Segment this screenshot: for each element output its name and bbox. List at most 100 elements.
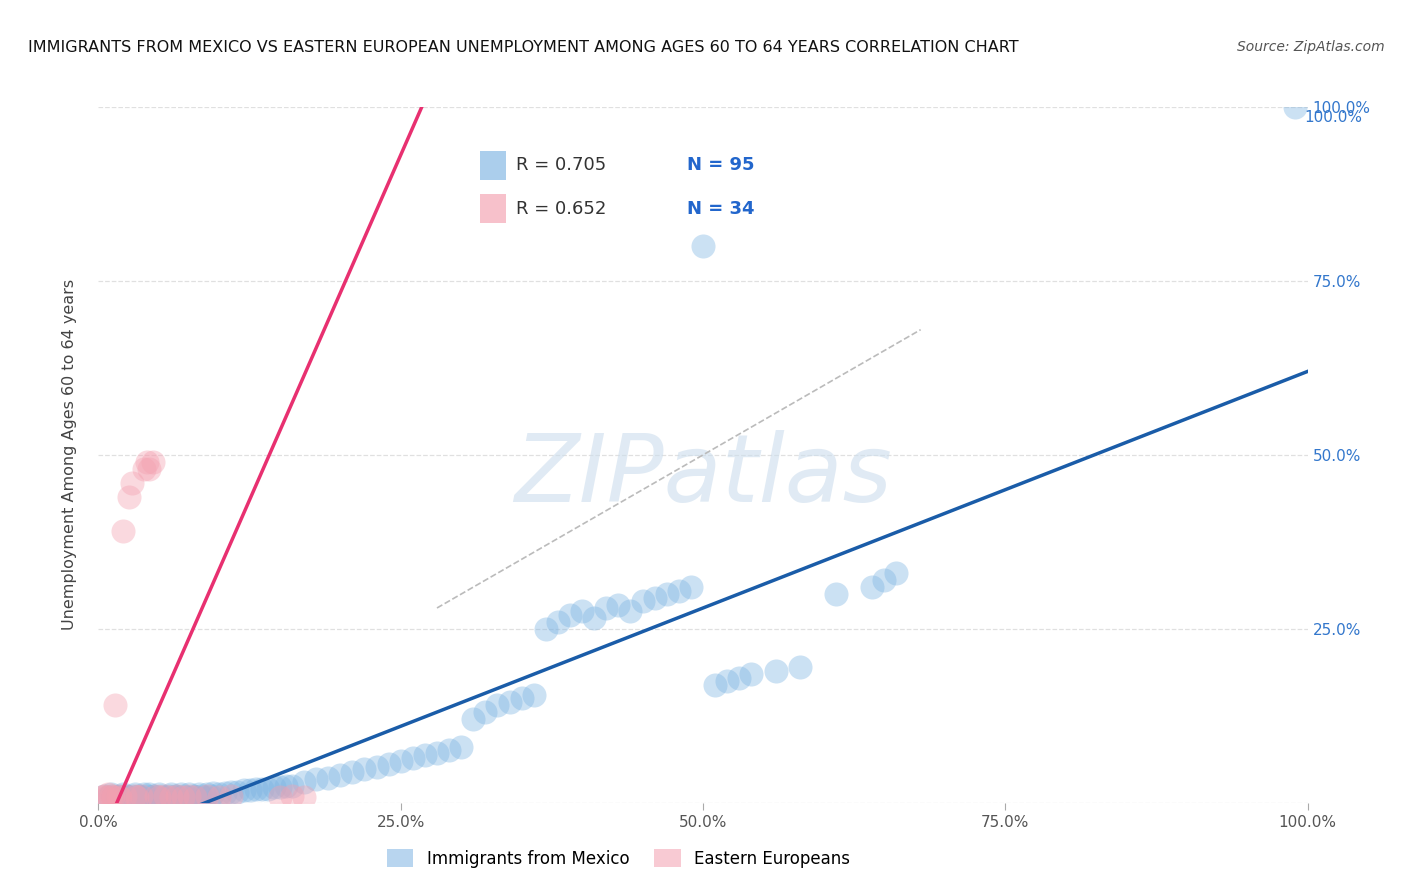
Point bbox=[101, 790, 124, 805]
Point bbox=[179, 789, 201, 803]
Point bbox=[134, 788, 156, 802]
Text: Source: ZipAtlas.com: Source: ZipAtlas.com bbox=[1237, 40, 1385, 54]
Point bbox=[413, 748, 436, 763]
Point bbox=[114, 789, 136, 803]
Point bbox=[184, 790, 207, 805]
Point bbox=[668, 583, 690, 598]
Point bbox=[1284, 100, 1306, 114]
Point bbox=[124, 788, 146, 802]
Point bbox=[96, 790, 118, 805]
Point bbox=[316, 771, 339, 785]
Point bbox=[595, 601, 617, 615]
Point bbox=[558, 607, 581, 622]
Point bbox=[181, 789, 204, 803]
Point bbox=[172, 790, 194, 805]
Point bbox=[184, 790, 207, 805]
Point bbox=[153, 789, 176, 803]
Point bbox=[269, 790, 291, 805]
Point bbox=[138, 462, 160, 476]
Point bbox=[305, 772, 328, 786]
Point bbox=[138, 788, 160, 802]
Y-axis label: Unemployment Among Ages 60 to 64 years: Unemployment Among Ages 60 to 64 years bbox=[62, 279, 77, 631]
Point bbox=[145, 790, 167, 805]
Point bbox=[716, 674, 738, 689]
Point bbox=[195, 789, 218, 803]
Point bbox=[221, 789, 243, 803]
Point bbox=[176, 790, 198, 805]
Point bbox=[97, 790, 120, 805]
Point bbox=[619, 605, 641, 619]
Point bbox=[195, 788, 218, 802]
Point bbox=[221, 785, 243, 799]
Point bbox=[153, 790, 176, 805]
Point bbox=[194, 790, 217, 805]
Point bbox=[179, 788, 201, 802]
Point bbox=[245, 781, 267, 796]
Point bbox=[121, 789, 143, 803]
Point bbox=[148, 788, 170, 802]
Point bbox=[108, 789, 131, 803]
Point bbox=[200, 789, 222, 803]
Point bbox=[366, 759, 388, 773]
Point bbox=[377, 756, 399, 771]
Point bbox=[342, 765, 364, 780]
Point bbox=[463, 712, 485, 726]
Point bbox=[108, 790, 131, 805]
Point bbox=[134, 462, 156, 476]
Point bbox=[523, 688, 546, 702]
Point bbox=[281, 789, 304, 803]
Point bbox=[426, 746, 449, 760]
Point bbox=[607, 598, 630, 612]
Point bbox=[163, 789, 186, 803]
Point bbox=[232, 783, 254, 797]
Point bbox=[269, 780, 291, 795]
Point bbox=[190, 789, 212, 803]
Point bbox=[437, 743, 460, 757]
Point bbox=[160, 788, 183, 802]
Point bbox=[172, 789, 194, 803]
Point bbox=[214, 786, 236, 800]
Point bbox=[160, 790, 183, 805]
Point bbox=[148, 790, 170, 805]
Point bbox=[202, 786, 225, 800]
Point bbox=[450, 740, 472, 755]
Point bbox=[187, 788, 209, 802]
Point bbox=[728, 671, 751, 685]
Point bbox=[166, 790, 188, 805]
Point bbox=[353, 763, 375, 777]
Point bbox=[124, 789, 146, 803]
Point bbox=[114, 789, 136, 803]
Point bbox=[486, 698, 509, 713]
Point bbox=[111, 788, 134, 802]
Point bbox=[547, 615, 569, 629]
Point bbox=[226, 785, 249, 799]
Point bbox=[571, 605, 593, 619]
Point bbox=[644, 591, 666, 605]
Point bbox=[135, 455, 157, 469]
Point bbox=[208, 790, 231, 805]
Point bbox=[256, 781, 278, 796]
Point bbox=[886, 566, 908, 581]
Point bbox=[127, 790, 149, 805]
Point bbox=[93, 789, 115, 803]
Point bbox=[91, 790, 114, 805]
Point bbox=[118, 790, 141, 805]
Point bbox=[145, 789, 167, 803]
Point bbox=[150, 789, 173, 803]
Point bbox=[510, 691, 533, 706]
Point bbox=[292, 790, 315, 805]
Point bbox=[655, 587, 678, 601]
Point bbox=[631, 594, 654, 608]
Point bbox=[127, 789, 149, 803]
Point bbox=[107, 789, 129, 803]
Point bbox=[389, 754, 412, 768]
Point bbox=[474, 706, 496, 720]
Point bbox=[142, 455, 165, 469]
Point bbox=[169, 788, 191, 802]
Point bbox=[860, 580, 883, 594]
Point bbox=[104, 698, 127, 713]
Point bbox=[135, 789, 157, 803]
Point bbox=[765, 664, 787, 678]
Point bbox=[583, 611, 606, 625]
Point bbox=[402, 751, 425, 765]
